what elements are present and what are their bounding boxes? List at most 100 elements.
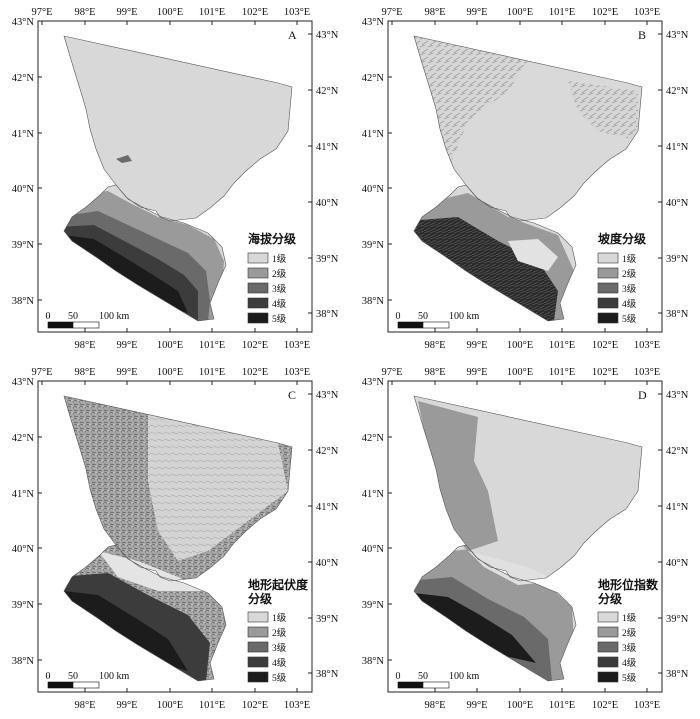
legend-label: 5级	[272, 313, 287, 325]
left-tick-label: 41°N	[12, 129, 35, 140]
scale-label: 100 km	[449, 311, 480, 322]
scale-label: 50	[68, 671, 78, 682]
scale-bar: 0 50 100 km	[46, 671, 130, 689]
right-tick-label: 39°N	[316, 614, 339, 625]
right-tick-label: 42°N	[666, 446, 689, 457]
map-panel-a: 97°E 98°E 99°E 100°E 101°E 102°E 103°E 98°E 99°E…	[12, 7, 339, 351]
legend-title: 地形起伏度	[248, 577, 309, 592]
map-panel-c: 97°E 98°E 99°E 100°E 101°E 102°E 103°E 98°E 99°E…	[12, 367, 339, 711]
right-tick-label: 39°N	[666, 254, 689, 265]
map-frame	[37, 20, 313, 333]
bottom-tick-label: 101°E	[549, 700, 575, 711]
legend-label: 5级	[622, 313, 637, 325]
scale-label: 50	[418, 671, 428, 682]
region-boundary	[63, 395, 293, 682]
scale-bar: 0 50 100 km	[396, 671, 480, 689]
top-tick-label: 102°E	[592, 367, 618, 378]
right-tick-label: 43°N	[666, 390, 689, 401]
top-tick-label: 101°E	[199, 7, 225, 18]
left-tick-label: 38°N	[12, 656, 35, 667]
top-tick-label: 100°E	[507, 367, 533, 378]
left-tick-label: 39°N	[362, 240, 385, 251]
right-tick-label: 43°N	[316, 390, 339, 401]
legend-swatch	[597, 297, 619, 309]
right-tick-label: 41°N	[666, 502, 689, 513]
right-tick-label: 40°N	[666, 198, 689, 209]
scale-label: 0	[46, 671, 51, 682]
top-tick-label: 102°E	[242, 367, 268, 378]
map-panel-d: 97°E 98°E 99°E 100°E 101°E 102°E 103°E 98°E 99°E…	[362, 367, 689, 711]
bottom-tick-label: 100°E	[507, 700, 533, 711]
top-tick-label: 101°E	[199, 367, 225, 378]
legend-label: 1级	[622, 253, 637, 265]
top-tick-label: 101°E	[549, 7, 575, 18]
legend-swatch	[597, 611, 619, 623]
top-tick-label: 102°E	[242, 7, 268, 18]
bottom-tick-label: 98°E	[424, 340, 445, 351]
top-tick-label: 97°E	[381, 367, 402, 378]
top-tick-label: 98°E	[424, 7, 445, 18]
top-tick-label: 99°E	[116, 7, 137, 18]
top-tick-label: 103°E	[634, 7, 660, 18]
legend-swatch	[247, 641, 269, 653]
legend-swatch	[597, 282, 619, 294]
left-tick-label: 43°N	[362, 377, 385, 388]
left-tick-label: 40°N	[362, 544, 385, 555]
left-tick-label: 43°N	[12, 17, 35, 28]
right-tick-label: 43°N	[666, 30, 689, 41]
panel-letter: C	[288, 388, 296, 402]
panel-letter: D	[638, 388, 647, 402]
legend-label: 1级	[272, 612, 287, 624]
legend-title: 海拔分级	[248, 231, 296, 246]
top-tick-label: 100°E	[157, 7, 183, 18]
legend-label: 5级	[272, 672, 287, 684]
left-tick-label: 42°N	[362, 73, 385, 84]
panel-letter: B	[638, 28, 646, 42]
left-tick-label: 39°N	[12, 600, 35, 611]
legend-label: 2级	[622, 627, 637, 639]
map-frame	[387, 20, 663, 333]
legend-swatch	[597, 267, 619, 279]
legend-swatch	[247, 671, 269, 683]
top-tick-label: 98°E	[74, 7, 95, 18]
bottom-tick-label: 100°E	[507, 340, 533, 351]
right-tick-label: 39°N	[666, 614, 689, 625]
legend-label: 2级	[272, 268, 287, 280]
map-raster	[64, 396, 292, 681]
map-panel-b: 97°E 98°E 99°E 100°E 101°E 102°E 103°E 98°E 99°E…	[362, 7, 689, 351]
top-tick-label: 103°E	[634, 367, 660, 378]
legend-label: 4级	[272, 657, 287, 669]
bottom-tick-label: 103°E	[634, 340, 660, 351]
bottom-tick-label: 99°E	[116, 340, 137, 351]
map-raster	[64, 36, 292, 321]
bottom-tick-label: 102°E	[242, 340, 268, 351]
top-tick-label: 99°E	[116, 367, 137, 378]
map-raster	[414, 396, 642, 681]
legend-label: 2级	[622, 268, 637, 280]
bottom-tick-label: 99°E	[466, 340, 487, 351]
region-boundary	[413, 395, 643, 682]
legend-swatch	[247, 282, 269, 294]
legend: 坡度分级 1级 2级 3级 4级 5级	[597, 231, 646, 325]
legend-label: 5级	[622, 672, 637, 684]
legend-swatch	[247, 297, 269, 309]
map-frame	[37, 380, 313, 693]
left-tick-label: 39°N	[362, 600, 385, 611]
left-tick-label: 41°N	[362, 129, 385, 140]
scale-label: 100 km	[99, 671, 130, 682]
legend-title: 分级	[598, 591, 622, 606]
left-tick-label: 38°N	[362, 656, 385, 667]
bottom-tick-label: 100°E	[157, 340, 183, 351]
top-tick-label: 98°E	[74, 367, 95, 378]
top-tick-label: 99°E	[466, 7, 487, 18]
left-tick-label: 40°N	[12, 544, 35, 555]
bottom-tick-label: 98°E	[74, 700, 95, 711]
top-tick-label: 97°E	[31, 7, 52, 18]
top-tick-label: 103°E	[284, 7, 310, 18]
region-boundary	[63, 35, 293, 322]
legend-title: 地形位指数	[598, 577, 659, 592]
legend-label: 2级	[272, 627, 287, 639]
top-tick-label: 103°E	[284, 367, 310, 378]
legend-swatch	[247, 656, 269, 668]
